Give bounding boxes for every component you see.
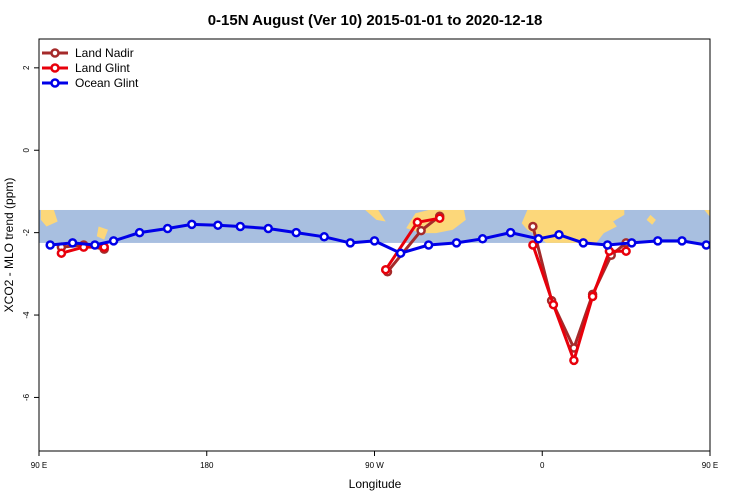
legend-marker <box>50 63 60 73</box>
background-map-band <box>39 209 710 243</box>
data-point <box>477 234 488 244</box>
data-point <box>742 246 749 253</box>
data-point <box>90 240 100 250</box>
x-tick-label: 90 E <box>702 461 718 470</box>
legend-label: Land Glint <box>75 61 130 75</box>
land-india <box>704 210 710 217</box>
data-point <box>653 236 663 246</box>
y-axis-ticks: 2 0 -2 -4 -6 <box>22 65 39 401</box>
x-axis-label: Longitude <box>349 477 402 491</box>
data-point <box>369 236 380 246</box>
data-point <box>528 221 538 232</box>
land-island-east-africa <box>646 214 656 225</box>
y-tick-label: 0 <box>22 147 31 152</box>
data-point <box>554 229 564 240</box>
legend-marker <box>50 48 60 58</box>
data-point <box>108 236 119 246</box>
data-point <box>187 219 197 230</box>
land-central-america <box>365 210 386 222</box>
data-point <box>677 236 687 246</box>
data-point <box>263 223 274 234</box>
y-tick-label: -6 <box>22 393 31 401</box>
data-point <box>291 227 301 238</box>
data-point <box>569 355 579 366</box>
data-point <box>714 248 721 255</box>
y-axis-label: XCO2 - MLO trend (ppm) <box>2 178 16 313</box>
data-point <box>56 248 67 258</box>
x-tick-label: 90 W <box>365 461 384 470</box>
data-point <box>162 223 173 234</box>
data-point <box>528 240 538 250</box>
data-point <box>505 227 516 238</box>
data-point <box>621 246 631 256</box>
data-point <box>412 217 423 228</box>
legend-label: Land Nadir <box>75 46 134 60</box>
data-point <box>626 238 637 248</box>
series-line <box>718 247 750 251</box>
data-point <box>548 299 559 310</box>
series-layer <box>45 211 750 366</box>
legend-entry: Land Nadir <box>42 46 134 60</box>
data-point <box>380 264 391 275</box>
data-point <box>423 240 434 250</box>
land-left-asia <box>40 210 58 227</box>
series-land-glint <box>56 213 750 366</box>
data-point <box>533 234 544 244</box>
data-point <box>735 242 742 249</box>
data-point <box>451 238 462 248</box>
data-point <box>45 240 55 250</box>
series-ocean-glint <box>45 219 742 258</box>
data-point <box>434 213 445 223</box>
y-tick-label: 2 <box>22 65 31 70</box>
data-point <box>67 238 78 248</box>
chart-title: 0-15N August (Ver 10) 2015-01-01 to 2020… <box>208 12 543 29</box>
data-point <box>345 238 356 248</box>
data-point <box>587 291 598 302</box>
legend-entry: Land Glint <box>42 61 130 75</box>
data-point <box>416 225 426 236</box>
y-tick-label: -4 <box>22 311 31 319</box>
data-point <box>134 227 145 238</box>
x-tick-label: 0 <box>540 461 545 470</box>
x-axis-ticks: 90 E 180 90 W 0 90 E <box>31 451 718 470</box>
x-tick-label: 90 E <box>31 461 47 470</box>
data-point <box>701 240 710 250</box>
legend-marker <box>50 78 60 88</box>
land-africa <box>521 210 625 243</box>
legend-entry: Ocean Glint <box>42 76 139 90</box>
data-point <box>744 250 750 257</box>
x-tick-label: 180 <box>200 461 214 470</box>
series-line <box>50 222 710 255</box>
legend-label: Ocean Glint <box>75 76 139 90</box>
data-point <box>602 240 613 250</box>
data-point <box>235 221 246 232</box>
data-point <box>395 248 406 258</box>
y-tick-label: -2 <box>22 229 31 237</box>
data-point <box>319 232 329 242</box>
land-islands-west <box>96 226 108 240</box>
data-point <box>213 220 223 230</box>
series-line <box>531 244 627 362</box>
data-point <box>578 238 589 248</box>
